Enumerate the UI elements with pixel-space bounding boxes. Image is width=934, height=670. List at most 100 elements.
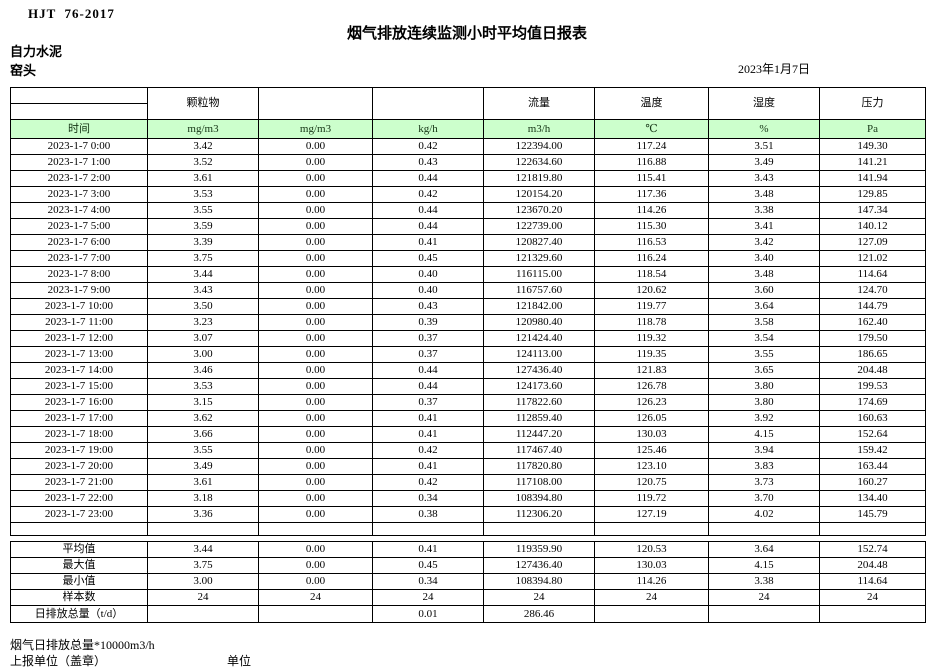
cell-time: 2023-1-7 12:00 <box>10 330 148 347</box>
cell-temp-c: 126.78 <box>594 378 709 395</box>
cell-pressure-pa: 121.02 <box>819 250 926 267</box>
table-row: 2023-1-7 15:00 3.53 0.00 0.44 124173.60 126.7… <box>10 378 926 395</box>
page-title: 烟气排放连续监测小时平均值日报表 <box>346 26 587 42</box>
cell-pm-mgm3: 3.61 <box>147 474 259 491</box>
cell-mgm3-2: 0.00 <box>258 573 373 590</box>
header-cell-humidity: 湿度 <box>708 87 820 120</box>
cell-temp-c <box>594 605 709 623</box>
cell-temp-c: 120.75 <box>594 474 709 491</box>
cell-humidity-pct: 3.49 <box>708 154 820 171</box>
header-cell-pressure: 压力 <box>819 87 926 120</box>
cell-humidity-pct: 3.64 <box>708 541 820 558</box>
cell-pm-mgm3: 3.44 <box>147 541 259 558</box>
cell-mgm3-2: 0.00 <box>258 298 373 315</box>
table-row: 2023-1-7 4:00 3.55 0.00 0.44 123670.20 114.26… <box>10 202 926 219</box>
cell-pressure-pa <box>819 605 926 623</box>
cell-pressure-pa: 134.40 <box>819 490 926 507</box>
cell-pm-mgm3: 3.39 <box>147 234 259 251</box>
unit-cell-percent: % <box>708 119 820 139</box>
cell-humidity-pct: 3.58 <box>708 314 820 331</box>
page-footer: 烟气日排放总量*10000m3/h 上报单位（盖章） 单位 <box>10 638 251 669</box>
cell-humidity-pct: 3.83 <box>708 458 820 475</box>
cell-kgh: 0.41 <box>372 541 484 558</box>
cell-kgh: 0.42 <box>372 186 484 203</box>
cell-kgh: 0.37 <box>372 346 484 363</box>
cell-mgm3-2: 0.00 <box>258 394 373 411</box>
cell-pressure-pa: 144.79 <box>819 298 926 315</box>
cell-humidity-pct: 24 <box>708 589 820 606</box>
cell-mgm3-2: 0.00 <box>258 314 373 331</box>
cell-pressure-pa: 204.48 <box>819 557 926 574</box>
cell-flow-m3h: 286.46 <box>483 605 595 623</box>
cell-pm-mgm3: 3.53 <box>147 378 259 395</box>
cell-kgh: 0.41 <box>372 426 484 443</box>
table-row: 2023-1-7 10:00 3.50 0.00 0.43 121842.00 119.7… <box>10 298 926 315</box>
cell-temp-c: 24 <box>594 589 709 606</box>
cell-pressure-pa: 149.30 <box>819 138 926 155</box>
cell-mgm3-2: 0.00 <box>258 138 373 155</box>
cell-temp-c: 119.32 <box>594 330 709 347</box>
hourly-data-table: 颗粒物 流量 温度 湿度 压力 时间 mg/m3 mg/m3 kg/h m3/h… <box>10 87 926 536</box>
cell-temp-c: 125.46 <box>594 442 709 459</box>
cell-pm-mgm3: 3.46 <box>147 362 259 379</box>
cell-pm-mgm3: 3.15 <box>147 394 259 411</box>
cell-humidity-pct: 3.42 <box>708 234 820 251</box>
cell-mgm3-2: 0.00 <box>258 442 373 459</box>
table-row: 2023-1-7 9:00 3.43 0.00 0.40 116757.60 120.62… <box>10 282 926 299</box>
cell-time: 2023-1-7 22:00 <box>10 490 148 507</box>
cell-time: 2023-1-7 13:00 <box>10 346 148 363</box>
table-row: 2023-1-7 8:00 3.44 0.00 0.40 116115.00 118.54… <box>10 266 926 283</box>
cell-kgh: 0.37 <box>372 394 484 411</box>
cell-flow-m3h: 112859.40 <box>483 410 595 427</box>
cell-time: 2023-1-7 16:00 <box>10 394 148 411</box>
cell-flow-m3h: 120827.40 <box>483 234 595 251</box>
table-row: 2023-1-7 12:00 3.07 0.00 0.37 121424.40 119.3… <box>10 330 926 347</box>
cell-pm-mgm3: 3.53 <box>147 186 259 203</box>
cell-temp-c: 115.30 <box>594 218 709 235</box>
cell-pm-mgm3: 3.23 <box>147 314 259 331</box>
cell-pressure-pa: 141.21 <box>819 154 926 171</box>
cell-temp-c: 116.24 <box>594 250 709 267</box>
cell-flow-m3h: 123670.20 <box>483 202 595 219</box>
cell-kgh: 0.44 <box>372 378 484 395</box>
cell-time: 2023-1-7 2:00 <box>10 170 148 187</box>
cell-mgm3-2: 0.00 <box>258 490 373 507</box>
cell-kgh: 0.41 <box>372 458 484 475</box>
table-row: 2023-1-7 6:00 3.39 0.00 0.41 120827.40 116.53… <box>10 234 926 251</box>
cell-kgh: 0.40 <box>372 282 484 299</box>
cell-mgm3-2: 0.00 <box>258 282 373 299</box>
cell-kgh: 0.44 <box>372 202 484 219</box>
cell-time: 最小值 <box>10 573 148 590</box>
cell-kgh: 0.39 <box>372 314 484 331</box>
header-cell-blank-top <box>10 87 148 104</box>
cell-mgm3-2: 0.00 <box>258 410 373 427</box>
table-row: 2023-1-7 21:00 3.61 0.00 0.42 117108.00 120.7… <box>10 474 926 491</box>
cell-pm-mgm3: 3.42 <box>147 138 259 155</box>
table-row: 2023-1-7 3:00 3.53 0.00 0.42 120154.20 117.36… <box>10 186 926 203</box>
cell-flow-m3h: 121842.00 <box>483 298 595 315</box>
cell-humidity-pct: 3.38 <box>708 202 820 219</box>
cell-kgh: 0.42 <box>372 442 484 459</box>
cell-time: 2023-1-7 20:00 <box>10 458 148 475</box>
cell-time: 2023-1-7 14:00 <box>10 362 148 379</box>
cell-temp-c: 126.23 <box>594 394 709 411</box>
cell-kgh: 0.42 <box>372 474 484 491</box>
cell-pm-mgm3: 3.59 <box>147 218 259 235</box>
table-row: 2023-1-7 17:00 3.62 0.00 0.41 112859.40 126.0… <box>10 410 926 427</box>
cell-mgm3-2: 0.00 <box>258 346 373 363</box>
cell-flow-m3h <box>483 522 595 536</box>
cell-temp-c: 130.03 <box>594 426 709 443</box>
table-row: 2023-1-7 16:00 3.15 0.00 0.37 117822.60 126.2… <box>10 394 926 411</box>
cell-temp-c: 130.03 <box>594 557 709 574</box>
header-cell-temperature: 温度 <box>594 87 709 120</box>
table-row: 2023-1-7 14:00 3.46 0.00 0.44 127436.40 121.8… <box>10 362 926 379</box>
cell-pm-mgm3: 3.00 <box>147 346 259 363</box>
cell-mgm3-2: 0.00 <box>258 557 373 574</box>
report-date: 2023年1月7日 <box>737 62 810 76</box>
cell-humidity-pct: 3.70 <box>708 490 820 507</box>
unit-cell-m3h: m3/h <box>483 119 595 139</box>
cell-pm-mgm3: 3.36 <box>147 506 259 523</box>
cell-temp-c: 116.53 <box>594 234 709 251</box>
unit-label: 单位 <box>227 654 252 668</box>
cell-kgh: 0.40 <box>372 266 484 283</box>
